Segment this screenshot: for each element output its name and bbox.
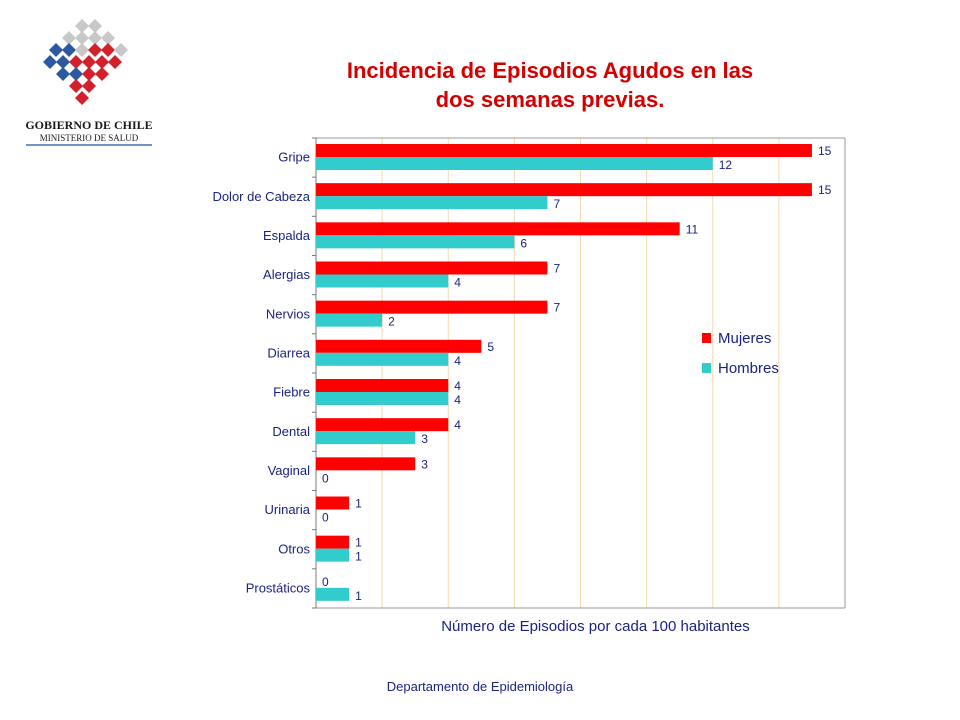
data-label-mujeres: 15: [818, 183, 832, 197]
category-label: Dolor de Cabeza: [212, 189, 310, 204]
legend-swatch-hombres: [702, 363, 711, 373]
data-label-hombres: 1: [355, 589, 362, 603]
logo-tile: [56, 67, 70, 81]
category-label: Otros: [278, 541, 310, 556]
bar-hombres: [316, 587, 350, 601]
logo-tile: [88, 19, 102, 33]
data-label-hombres: 7: [553, 197, 560, 211]
bar-hombres: [316, 274, 449, 288]
category-label: Dental: [272, 424, 310, 439]
logo-tile: [75, 91, 89, 105]
logo-text-ministerio: MINISTERIO DE SALUD: [40, 133, 139, 143]
x-axis-label: Número de Episodios por cada 100 habitan…: [441, 618, 750, 635]
category-label: Fiebre: [273, 385, 310, 400]
chart-title: Incidencia de Episodios Agudos en las do…: [270, 56, 830, 114]
logo-tile: [82, 67, 96, 81]
data-label-mujeres: 5: [487, 340, 494, 354]
logo-tile: [69, 55, 83, 69]
data-label-mujeres: 7: [553, 262, 560, 276]
logo-tile: [101, 31, 115, 45]
logo-tile: [75, 43, 89, 57]
logo-tile: [49, 43, 63, 57]
logo-tile: [101, 43, 115, 57]
data-label-hombres: 12: [719, 158, 733, 172]
logo-text-gobierno: GOBIERNO DE CHILE: [25, 118, 152, 132]
logo-tile: [108, 55, 122, 69]
data-label-hombres: 2: [388, 315, 395, 329]
bar-mujeres: [316, 222, 680, 236]
bar-hombres: [316, 157, 713, 170]
bar-mujeres: [316, 144, 812, 157]
bar-mujeres: [316, 261, 548, 275]
category-label: Urinaria: [264, 502, 310, 517]
data-label-mujeres: 1: [355, 536, 362, 550]
data-label-hombres: 6: [520, 236, 527, 250]
logo-tile: [88, 31, 102, 45]
bar-mujeres: [316, 457, 416, 471]
bar-mujeres: [316, 496, 350, 510]
logo-tile: [75, 31, 89, 45]
data-label-hombres: 0: [322, 511, 329, 525]
data-label-mujeres: 0: [322, 575, 329, 589]
data-label-mujeres: 3: [421, 457, 428, 471]
bar-mujeres: [316, 535, 350, 549]
data-label-mujeres: 1: [355, 497, 362, 511]
data-label-hombres: 3: [421, 432, 428, 446]
data-label-mujeres: 4: [454, 379, 461, 393]
data-label-hombres: 4: [454, 276, 461, 290]
category-label: Espalda: [263, 228, 311, 243]
bar-hombres: [316, 235, 515, 249]
logo-tile: [56, 55, 70, 69]
bar-mujeres: [316, 300, 548, 314]
legend-swatch-mujeres: [702, 333, 711, 343]
chart-title-line-1: Incidencia de Episodios Agudos en las: [346, 58, 754, 83]
data-label-mujeres: 15: [818, 144, 832, 158]
data-label-mujeres: 7: [553, 301, 560, 315]
logo-tile: [95, 55, 109, 69]
data-label-hombres: 4: [454, 393, 461, 407]
logo-tile: [95, 67, 109, 81]
logo-tile: [114, 43, 128, 57]
legend-label-mujeres: Mujeres: [718, 330, 771, 347]
data-label-hombres: 4: [454, 354, 461, 368]
category-label: Nervios: [266, 306, 311, 321]
gobierno-de-chile-logo: GOBIERNO DE CHILE MINISTERIO DE SALUD: [25, 19, 153, 146]
logo-tile: [75, 19, 89, 33]
logo-tile: [82, 55, 96, 69]
data-label-hombres: 0: [322, 471, 329, 485]
data-label-hombres: 1: [355, 550, 362, 564]
bar-hombres: [316, 313, 383, 327]
bar-hombres: [316, 196, 548, 210]
footer-department: Departamento de Epidemiología: [386, 679, 574, 694]
legend-label-hombres: Hombres: [718, 360, 779, 377]
category-label: Gripe: [278, 150, 310, 165]
bar-hombres: [316, 352, 449, 366]
data-label-mujeres: 11: [686, 222, 699, 236]
bar-mujeres: [316, 379, 449, 392]
logo-tile: [69, 79, 83, 93]
logo-tile: [43, 55, 57, 69]
logo-tile: [88, 43, 102, 57]
bar-mujeres: [316, 339, 482, 353]
data-label-mujeres: 4: [454, 418, 461, 432]
logo-tile: [62, 43, 76, 57]
category-label: Alergias: [263, 267, 310, 282]
category-label: Diarrea: [267, 345, 310, 360]
logo-tile: [62, 31, 76, 45]
category-label: Vaginal: [268, 463, 311, 478]
bar-mujeres: [316, 418, 449, 432]
logo-tile: [69, 67, 83, 81]
bar-hombres: [316, 548, 350, 562]
bar-hombres: [316, 392, 449, 405]
logo-tile: [82, 79, 96, 93]
bar-mujeres: [316, 183, 812, 197]
category-label: Prostáticos: [246, 580, 311, 595]
chart-title-line-2: dos semanas previas.: [435, 87, 665, 112]
bar-hombres: [316, 431, 416, 445]
